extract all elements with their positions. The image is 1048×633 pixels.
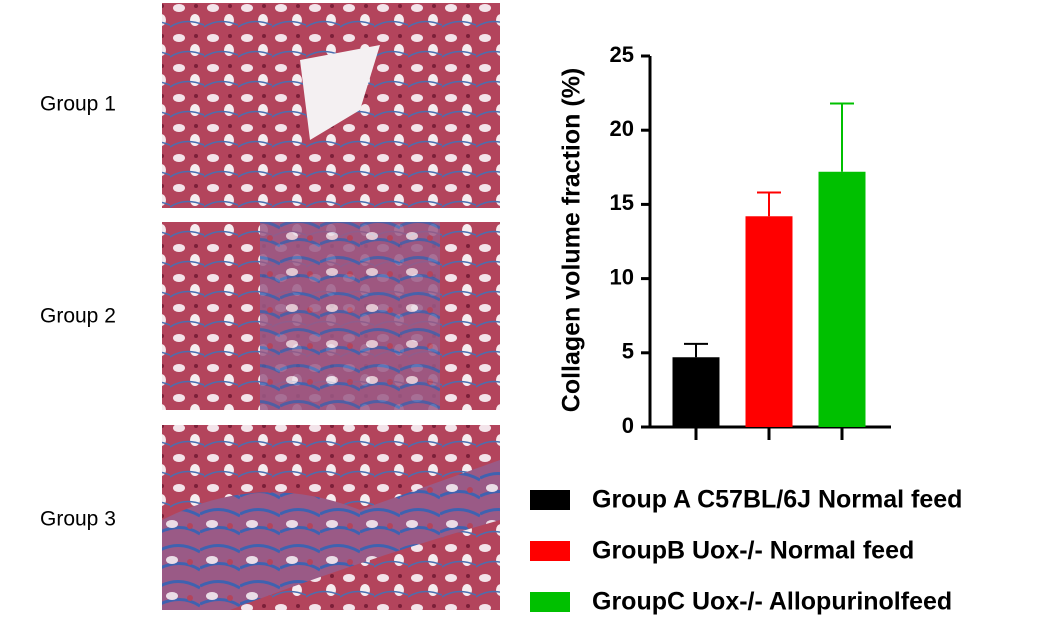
legend-swatch [530, 592, 570, 612]
y-tick-label: 25 [610, 42, 634, 67]
legend-label: Group A C57BL/6J Normal feed [592, 486, 962, 514]
bar [745, 216, 793, 427]
y-tick-label: 0 [622, 413, 634, 438]
panel-label: Group 2 [40, 305, 116, 328]
bar [672, 357, 720, 427]
fibrosis [260, 222, 440, 410]
histology-images [162, 3, 500, 610]
legend-label: GroupB Uox-/- Normal feed [592, 537, 914, 565]
legend-swatch [530, 490, 570, 510]
legend-swatch [530, 541, 570, 561]
y-tick-label: 20 [610, 116, 634, 141]
y-tick-label: 5 [622, 339, 634, 364]
y-tick-label: 15 [610, 190, 634, 215]
y-axis-label: Collagen volume fraction (%) [558, 68, 586, 412]
bar [818, 171, 866, 427]
fibrosis [162, 460, 500, 610]
y-tick-label: 10 [610, 264, 634, 289]
lumen [300, 45, 380, 140]
panel-label: Group 1 [40, 93, 116, 116]
panel-label: Group 3 [40, 508, 116, 531]
legend-label: GroupC Uox-/- Allopurinolfeed [592, 588, 952, 616]
